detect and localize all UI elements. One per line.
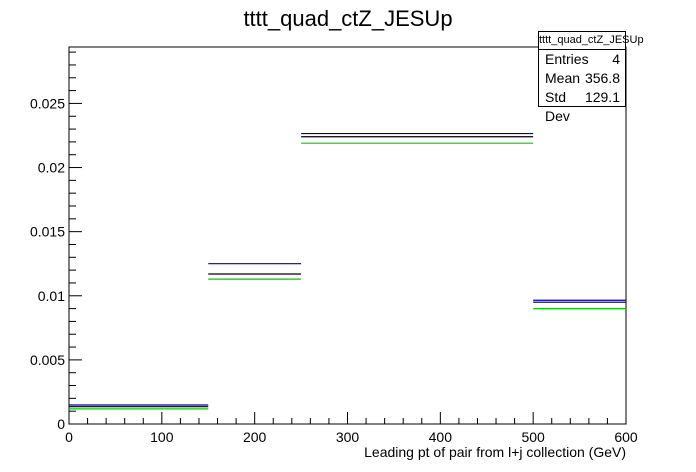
x-tick-label: 100 [150, 429, 174, 445]
y-tick-label: 0.025 [30, 95, 65, 111]
stats-value: 129.1 [584, 89, 620, 105]
stats-label: Mean [545, 70, 581, 86]
stats-label: Entries [545, 51, 589, 67]
stats-box: tttt_quad_ctZ_JESUp Entries 4 Mean 356.8… [538, 31, 644, 124]
y-tick-label: 0 [57, 416, 65, 432]
stats-row-stddev: Std Dev 129.1 [539, 88, 625, 126]
stats-row-entries: Entries 4 [539, 50, 625, 69]
stats-label: Std Dev [545, 89, 570, 124]
y-tick-label: 0.02 [38, 160, 65, 176]
stats-value: 356.8 [584, 70, 620, 86]
y-axis: 0 0.005 0.01 0.015 0.02 0.025 [30, 51, 82, 432]
stats-row-mean: Mean 356.8 [539, 69, 625, 88]
x-tick-label: 600 [614, 429, 638, 445]
stats-value: 4 [612, 51, 620, 67]
y-tick-label: 0.015 [30, 224, 65, 240]
x-axis-label: Leading pt of pair from l+j collection (… [364, 444, 626, 460]
x-tick-label: 400 [429, 429, 453, 445]
histogram-series [69, 132, 626, 410]
x-axis: 0 100 200 300 400 500 600 [65, 412, 638, 445]
y-tick-label: 0.01 [38, 288, 65, 304]
x-tick-label: 0 [65, 429, 73, 445]
stats-title: tttt_quad_ctZ_JESUp [539, 32, 644, 50]
chart-title: tttt_quad_ctZ_JESUp [243, 6, 452, 31]
y-tick-label: 0.005 [30, 352, 65, 368]
x-tick-label: 300 [336, 429, 360, 445]
x-tick-label: 200 [243, 429, 267, 445]
x-tick-label: 500 [521, 429, 545, 445]
